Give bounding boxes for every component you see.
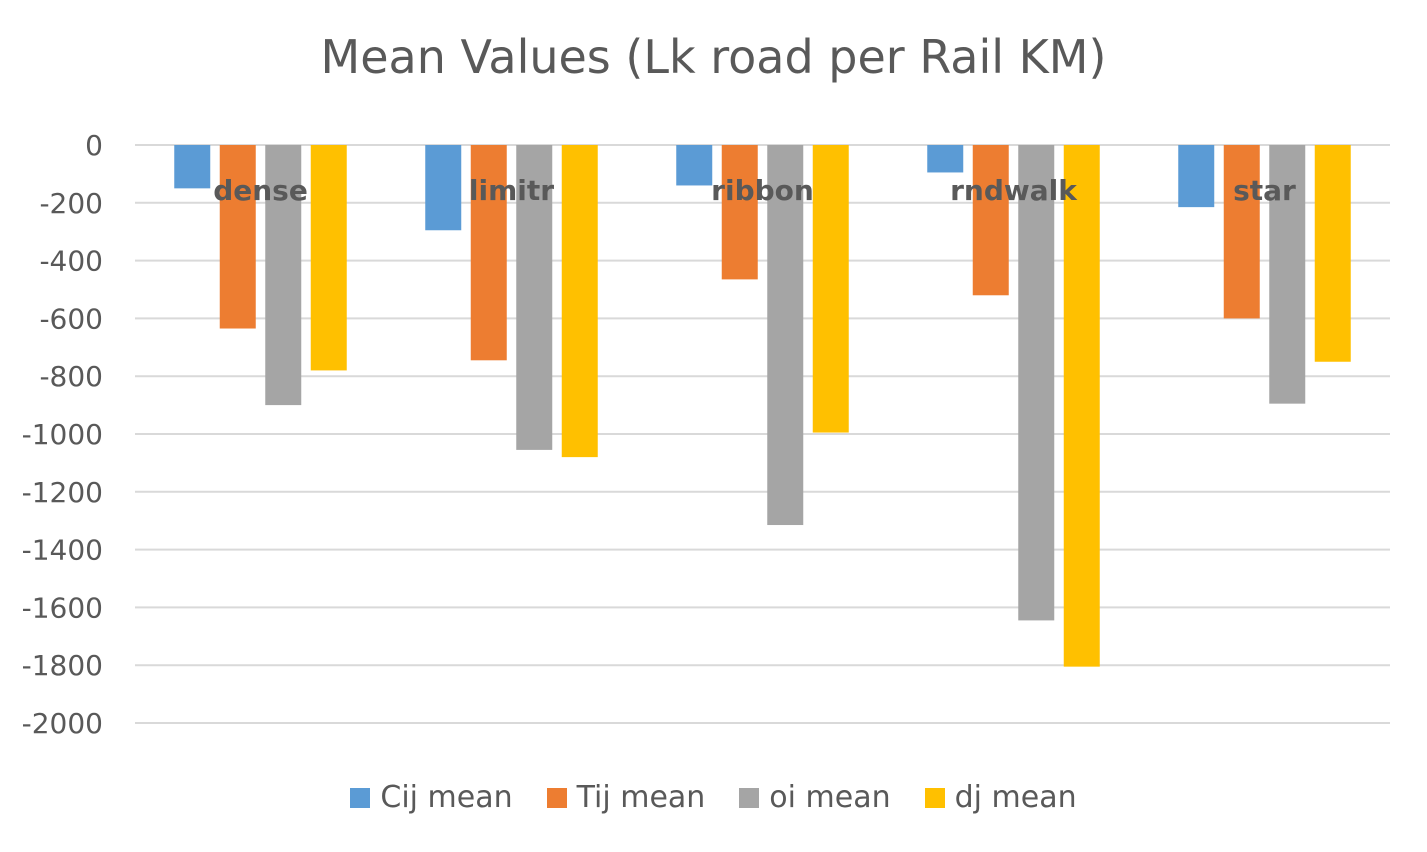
bar-rndwalk-tij-mean: [972, 145, 1009, 296]
bar-star-tij-mean: [1223, 145, 1260, 319]
bar-dense-tij-mean: [219, 145, 256, 329]
legend-label: Tij mean: [576, 780, 706, 815]
y-tick-label: -1800: [22, 649, 103, 682]
category-label: dense: [213, 174, 308, 207]
bar-dense-dj-mean: [310, 145, 347, 371]
legend-item: Tij mean: [546, 780, 706, 815]
legend-label: dj mean: [954, 780, 1077, 815]
bar-limitr-dj-mean: [561, 145, 598, 458]
bar-rndwalk-cij-mean: [927, 145, 964, 173]
y-tick-label: -800: [39, 360, 103, 393]
bar-ribbon-oi-mean: [767, 145, 804, 526]
legend-item: dj mean: [924, 780, 1077, 815]
bar-ribbon-cij-mean: [676, 145, 713, 186]
legend-item: Cij mean: [350, 780, 513, 815]
y-tick-label: -2000: [22, 707, 103, 740]
bar-limitr-cij-mean: [425, 145, 462, 231]
y-tick-label: -1200: [22, 476, 103, 509]
y-tick-label: -1400: [22, 534, 103, 567]
bar-ribbon-dj-mean: [812, 145, 849, 433]
legend-item: oi mean: [739, 780, 891, 815]
category-label: rndwalk: [950, 174, 1078, 207]
bar-star-dj-mean: [1314, 145, 1351, 362]
category-label: limitr: [469, 174, 554, 207]
legend-label: oi mean: [769, 780, 891, 815]
y-tick-label: -400: [39, 245, 103, 278]
y-tick-label: 0: [85, 129, 103, 162]
legend-label: Cij mean: [380, 780, 513, 815]
bar-rndwalk-oi-mean: [1018, 145, 1055, 621]
y-tick-label: -1000: [22, 418, 103, 451]
legend-swatch: [739, 787, 760, 808]
bar-dense-oi-mean: [265, 145, 302, 406]
category-label: star: [1233, 174, 1296, 207]
y-tick-label: -1600: [22, 591, 103, 624]
bar-dense-cij-mean: [174, 145, 211, 189]
bar-star-oi-mean: [1269, 145, 1306, 404]
y-tick-label: -200: [39, 187, 103, 220]
bar-limitr-tij-mean: [470, 145, 507, 361]
y-tick-label: -600: [39, 302, 103, 335]
bar-star-cij-mean: [1178, 145, 1215, 208]
chart-title: Mean Values (Lk road per Rail KM): [320, 30, 1107, 84]
legend-swatch: [546, 787, 567, 808]
legend-swatch: [924, 787, 945, 808]
category-label: ribbon: [711, 174, 814, 207]
chart-legend: Cij mean Tij mean oi mean dj mean: [0, 780, 1427, 815]
bar-limitr-oi-mean: [516, 145, 553, 450]
bar-ribbon-tij-mean: [721, 145, 758, 280]
bar-rndwalk-dj-mean: [1063, 145, 1100, 667]
legend-swatch: [350, 787, 371, 808]
